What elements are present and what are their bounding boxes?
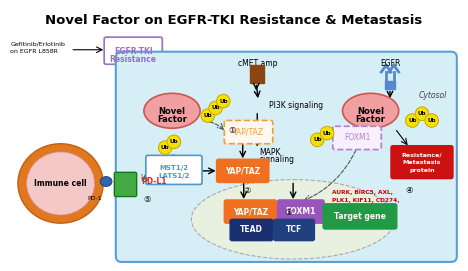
Circle shape — [209, 101, 222, 115]
Text: FOXM1: FOXM1 — [344, 133, 370, 143]
Text: Factor: Factor — [356, 115, 386, 124]
Text: Gefitinib/Erlotinib: Gefitinib/Erlotinib — [10, 41, 65, 46]
Text: YAP/TAZ: YAP/TAZ — [233, 128, 264, 137]
Text: Ub: Ub — [204, 113, 212, 118]
Ellipse shape — [100, 177, 112, 186]
FancyBboxPatch shape — [217, 159, 269, 182]
Text: Ub: Ub — [219, 99, 227, 104]
FancyBboxPatch shape — [274, 219, 314, 241]
Ellipse shape — [144, 93, 200, 128]
Circle shape — [201, 109, 215, 122]
FancyBboxPatch shape — [333, 126, 381, 150]
Ellipse shape — [18, 144, 103, 223]
Text: Ub: Ub — [418, 111, 426, 116]
Circle shape — [405, 114, 419, 127]
Text: MAPK: MAPK — [259, 148, 281, 157]
Text: on EGFR L858R: on EGFR L858R — [10, 49, 58, 54]
Text: Novel Factor on EGFR-TKI Resistance & Metastasis: Novel Factor on EGFR-TKI Resistance & Me… — [45, 14, 423, 27]
FancyBboxPatch shape — [104, 37, 162, 64]
Text: ⑤: ⑤ — [143, 195, 151, 204]
Text: Ub: Ub — [323, 131, 331, 136]
Text: Resistance/: Resistance/ — [402, 153, 442, 157]
Text: cMET amp: cMET amp — [237, 59, 277, 69]
Text: PD-L1: PD-L1 — [141, 177, 167, 186]
Text: Metastasis: Metastasis — [403, 160, 441, 165]
Text: TCF: TCF — [286, 225, 302, 234]
FancyBboxPatch shape — [224, 121, 273, 144]
FancyBboxPatch shape — [224, 200, 277, 223]
Text: PI3K signaling: PI3K signaling — [269, 101, 323, 110]
Text: TEAD: TEAD — [240, 225, 263, 234]
Circle shape — [159, 141, 172, 154]
Text: ③: ③ — [285, 208, 292, 217]
Text: Ub: Ub — [408, 118, 417, 123]
Text: AURK, BIRC5, AXL,: AURK, BIRC5, AXL, — [332, 190, 393, 195]
Circle shape — [311, 133, 324, 147]
Bar — [385, 81, 395, 89]
Circle shape — [217, 94, 230, 108]
Ellipse shape — [343, 93, 399, 128]
Text: FOXM1: FOXM1 — [285, 207, 316, 216]
Text: YAP/TAZ: YAP/TAZ — [225, 166, 260, 175]
Text: FOXM1, E-cadherin: FOXM1, E-cadherin — [332, 206, 395, 211]
Text: Ub: Ub — [170, 139, 178, 144]
FancyBboxPatch shape — [146, 155, 202, 185]
FancyBboxPatch shape — [114, 172, 137, 196]
Text: ①: ① — [228, 126, 236, 135]
Circle shape — [320, 126, 334, 140]
Text: Resistance: Resistance — [110, 54, 157, 64]
Text: Ub: Ub — [161, 145, 169, 150]
FancyBboxPatch shape — [116, 52, 457, 262]
Text: signaling: signaling — [259, 155, 294, 164]
Text: YAP/TAZ: YAP/TAZ — [233, 207, 268, 216]
Circle shape — [425, 114, 439, 127]
Text: MST1/2: MST1/2 — [160, 165, 189, 171]
Ellipse shape — [27, 152, 95, 215]
Bar — [260, 65, 263, 83]
Bar — [256, 65, 259, 83]
Text: Novel: Novel — [159, 107, 185, 116]
Text: ②: ② — [244, 186, 251, 195]
Text: ④: ④ — [406, 186, 413, 195]
Circle shape — [167, 135, 181, 149]
Text: Factor: Factor — [157, 115, 187, 124]
Text: Cytosol: Cytosol — [419, 91, 447, 101]
Text: EGFR-TKI: EGFR-TKI — [114, 47, 153, 56]
Text: Immune cell: Immune cell — [34, 179, 87, 188]
Text: LATS1/2: LATS1/2 — [158, 173, 190, 179]
Ellipse shape — [191, 180, 395, 259]
Text: Ub: Ub — [212, 105, 220, 110]
Text: protein: protein — [409, 168, 435, 173]
Text: Ub: Ub — [427, 118, 436, 123]
Text: Target gene: Target gene — [334, 212, 386, 221]
Text: EGFR: EGFR — [380, 59, 400, 69]
Text: Ub: Ub — [313, 137, 322, 142]
FancyBboxPatch shape — [278, 200, 324, 223]
Bar — [250, 65, 254, 83]
Text: PD-1: PD-1 — [87, 196, 102, 201]
Text: PLK1, KIF11, CD274,: PLK1, KIF11, CD274, — [332, 198, 399, 203]
FancyBboxPatch shape — [323, 204, 397, 229]
FancyBboxPatch shape — [391, 146, 453, 179]
Circle shape — [415, 107, 429, 121]
Text: Novel: Novel — [357, 107, 384, 116]
FancyBboxPatch shape — [230, 219, 273, 241]
